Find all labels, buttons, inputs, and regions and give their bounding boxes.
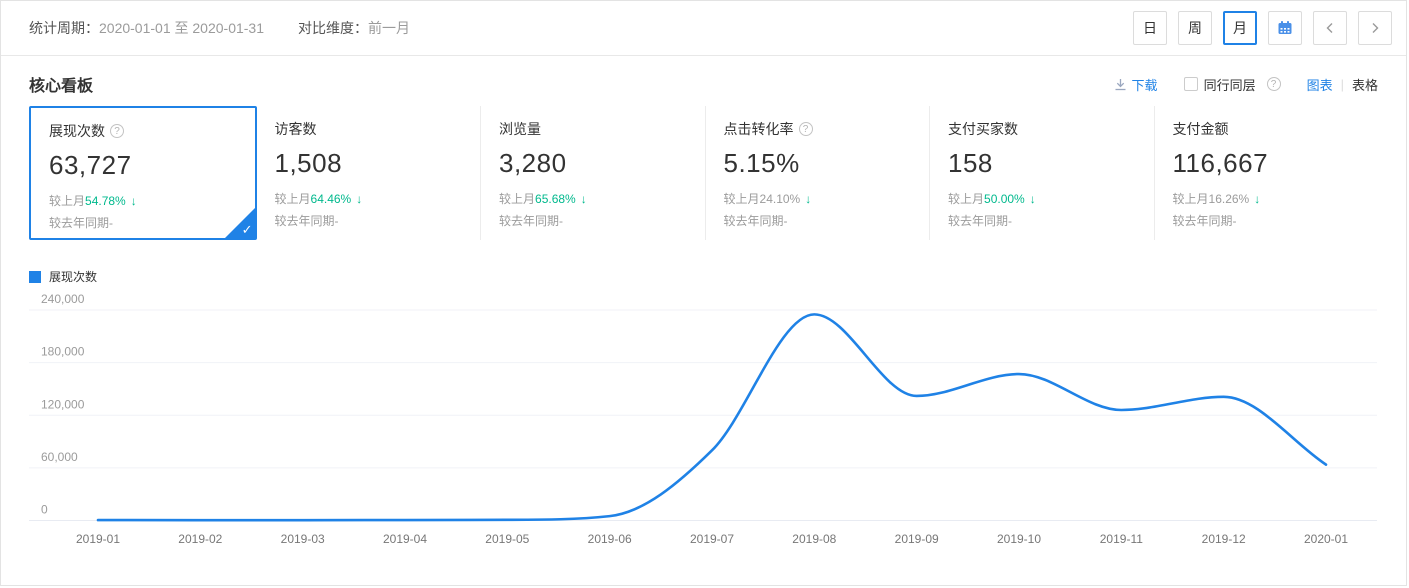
metric-value: 158 [948, 148, 993, 178]
divider: | [1340, 76, 1344, 92]
svg-text:2019-07: 2019-07 [690, 532, 734, 546]
chevron-left-icon [1324, 22, 1336, 34]
svg-text:2019-10: 2019-10 [997, 532, 1041, 546]
metric-yoy-change: 较去年同期- [723, 214, 788, 228]
metric-title: 访客数 [274, 121, 317, 137]
trend-down-icon: ↓ [356, 192, 363, 206]
svg-text:180,000: 180,000 [41, 345, 85, 359]
metric-title: 支付买家数 [948, 121, 1018, 137]
metric-title: 展现次数 [49, 123, 105, 139]
metric-card-3[interactable]: 点击转化率 ? 5.15% 较上月24.10%↓ 较去年同期- ✓ [704, 106, 930, 240]
metric-card-2[interactable]: 浏览量 3,280 较上月65.68%↓ 较去年同期- ✓ [480, 106, 705, 240]
legend-label: 展现次数 [49, 270, 98, 284]
period-controls: 日周月 [1133, 11, 1392, 45]
metric-mom-change: 较上月16.26% ↓ [1172, 192, 1261, 206]
svg-text:120,000: 120,000 [41, 397, 85, 411]
metric-card-4[interactable]: 支付买家数 158 较上月50.00%↓ 较去年同期- ✓ [929, 106, 1154, 240]
compare-dimension-value: 前一月 [368, 20, 411, 36]
legend-item[interactable]: 展现次数 [29, 268, 97, 285]
metric-value: 3,280 [499, 148, 567, 178]
next-period-button[interactable] [1358, 11, 1392, 45]
metric-title: 浏览量 [499, 121, 541, 137]
metric-yoy-change: 较去年同期- [1172, 214, 1237, 228]
trend-down-icon: ↓ [580, 192, 587, 206]
svg-text:2019-09: 2019-09 [895, 532, 939, 546]
prev-period-button[interactable] [1313, 11, 1347, 45]
metric-value: 5.15% [723, 148, 800, 178]
metric-title: 点击转化率 [723, 121, 794, 137]
granularity-button-1[interactable]: 周 [1178, 11, 1212, 45]
granularity-button-2[interactable]: 月 [1223, 11, 1257, 45]
toolbar: 统计周期：2020-01-01 至 2020-01-31 对比维度：前一月 日周… [1, 1, 1406, 56]
trend-down-icon: ↓ [130, 194, 137, 208]
metric-yoy-change: 较去年同期- [499, 214, 563, 228]
download-button[interactable]: 下载 [1114, 75, 1158, 94]
svg-text:240,000: 240,000 [41, 292, 85, 306]
metric-value: 63,727 [49, 150, 132, 180]
svg-text:2019-04: 2019-04 [383, 532, 427, 546]
help-icon[interactable]: ? [1266, 77, 1281, 91]
metric-yoy-change: 较去年同期- [274, 214, 339, 228]
metric-title: 支付金额 [1172, 121, 1229, 137]
period-info: 统计周期：2020-01-01 至 2020-01-31 对比维度：前一月 [29, 18, 410, 38]
svg-text:2019-02: 2019-02 [178, 532, 222, 546]
download-icon [1114, 78, 1127, 91]
selected-check-icon: ✓ [241, 222, 253, 237]
metric-card-1[interactable]: 访客数 1,508 较上月64.46%↓ 较去年同期- ✓ [257, 106, 481, 240]
metric-value: 1,508 [274, 148, 343, 178]
help-icon[interactable]: ? [798, 122, 813, 136]
download-label: 下载 [1131, 77, 1158, 93]
svg-text:2019-05: 2019-05 [485, 532, 529, 546]
metric-card-5[interactable]: 支付金额 116,667 较上月16.26%↓ 较去年同期- ✓ [1153, 106, 1379, 240]
granularity-button-0[interactable]: 日 [1133, 11, 1167, 45]
metric-mom-change: 较上月65.68% ↓ [499, 192, 587, 206]
line-chart: 0 60,000 120,000 180,000 240,000 2019-01 2019-… [29, 292, 1377, 546]
svg-text:2019-03: 2019-03 [281, 532, 325, 546]
metric-value: 116,667 [1172, 148, 1269, 178]
svg-text:2020-01: 2020-01 [1304, 532, 1348, 546]
help-icon[interactable]: ? [110, 124, 124, 138]
view-chart-tab[interactable]: 图表 [1306, 77, 1333, 93]
svg-text:60,000: 60,000 [41, 450, 78, 464]
svg-text:2019-11: 2019-11 [1100, 532, 1143, 546]
svg-text:0: 0 [41, 503, 48, 517]
metric-yoy-change: 较去年同期- [948, 214, 1012, 228]
core-dashboard-panel: 核心看板 下载 同行同层 ? 图表 | 表格 [1, 72, 1406, 555]
metric-yoy-change: 较去年同期- [49, 216, 113, 230]
legend-swatch [29, 270, 41, 283]
trend-down-icon: ↓ [1254, 192, 1261, 206]
metric-mom-change: 较上月64.46% ↓ [274, 192, 363, 206]
peer-compare-label: 同行同层 [1203, 77, 1256, 93]
svg-text:2019-12: 2019-12 [1202, 532, 1246, 546]
calendar-icon [1277, 20, 1293, 36]
trend-down-icon: ↓ [805, 192, 812, 206]
calendar-button[interactable] [1268, 11, 1302, 45]
svg-text:2019-01: 2019-01 [76, 532, 120, 546]
view-table-tab[interactable]: 表格 [1351, 77, 1378, 93]
svg-text:2019-08: 2019-08 [792, 532, 836, 546]
trend-down-icon: ↓ [1029, 192, 1036, 206]
stat-period-value: 2020-01-01 至 2020-01-31 [99, 20, 265, 36]
metric-cards-row: 展现次数 ? 63,727 较上月54.78% ↓ 较去年同期- ✓ 访客数 1,… [29, 106, 1378, 240]
stat-period-label: 统计周期： [29, 20, 99, 36]
chevron-right-icon [1369, 22, 1381, 34]
panel-title: 核心看板 [29, 78, 94, 95]
metric-card-0[interactable]: 展现次数 ? 63,727 较上月54.78% ↓ 较去年同期- ✓ [29, 106, 257, 240]
svg-text:2019-06: 2019-06 [588, 532, 632, 546]
compare-dimension-label: 对比维度： [298, 20, 369, 36]
metric-mom-change: 较上月54.78% ↓ [49, 194, 137, 208]
peer-compare-checkbox[interactable] [1183, 77, 1198, 91]
metric-mom-change: 较上月50.00% ↓ [948, 192, 1036, 206]
view-toggle: 图表 | 表格 [1307, 75, 1378, 94]
metric-mom-change: 较上月24.10% ↓ [723, 192, 812, 206]
